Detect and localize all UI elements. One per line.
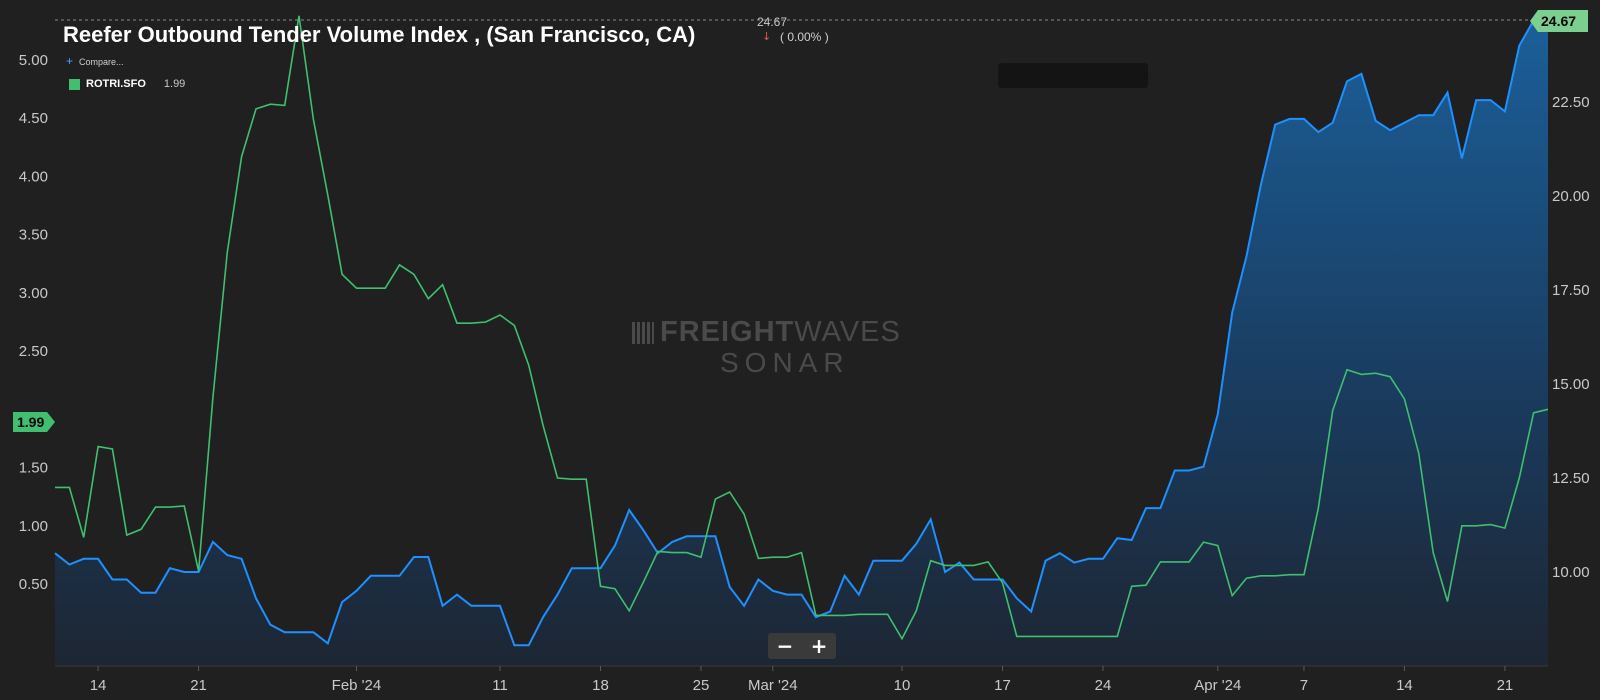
y-left-tick-label: 1.50 xyxy=(19,460,48,477)
y-right-tick-label: 12.50 xyxy=(1552,470,1590,487)
chart-title: Reefer Outbound Tender Volume Index , (S… xyxy=(63,22,696,47)
zoom-out-button[interactable]: − xyxy=(776,634,794,658)
x-tick-label: 11 xyxy=(492,677,508,694)
compare-button[interactable]: + Compare... xyxy=(66,54,124,68)
x-tick-label: 10 xyxy=(894,677,911,694)
x-tick-label: 17 xyxy=(994,677,1011,694)
y-axis-left: 0.50 1.00 1.50 2.50 3.00 3.50 4.00 4.50 5.00 xyxy=(19,52,48,593)
sonar-watermark: SONAR xyxy=(720,347,850,378)
y-right-tick-label: 17.50 xyxy=(1552,282,1590,299)
x-axis: 14 21 Feb '24 11 18 25 Mar '24 10 17 24 Apr '24 7 14… xyxy=(90,666,1514,694)
x-tick-label: 7 xyxy=(1300,677,1308,694)
x-tick-label: Mar '24 xyxy=(748,677,798,694)
y-left-tick-label: 2.50 xyxy=(19,343,48,360)
left-axis-current-value-tag: 1.99 xyxy=(13,412,55,432)
y-right-tick-label: 22.50 xyxy=(1552,94,1590,111)
right-axis-current-value-tag: 24.67 xyxy=(1530,10,1588,32)
y-left-tick-label: 3.50 xyxy=(19,227,48,244)
right-tag-value: 24.67 xyxy=(1541,13,1577,29)
y-left-tick-label: 1.00 xyxy=(19,518,48,535)
legend-item-rotri-sfo[interactable]: ROTRI.SFO 1.99 xyxy=(69,77,185,91)
zoom-controls: − + xyxy=(768,633,836,659)
redacted-box xyxy=(998,63,1148,88)
y-left-tick-label: 5.00 xyxy=(19,52,48,69)
series-line-tender-volume-index xyxy=(54,19,1548,647)
x-tick-label: 24 xyxy=(1095,677,1112,694)
x-tick-label: 21 xyxy=(1497,677,1514,694)
y-axis-right: 10.00 12.50 15.00 17.50 20.00 22.50 xyxy=(1552,94,1590,581)
y-right-tick-label: 15.00 xyxy=(1552,376,1590,393)
left-tag-value: 1.99 xyxy=(17,414,45,430)
legend-series-name: ROTRI.SFO xyxy=(86,78,146,90)
x-tick-label: 18 xyxy=(592,677,609,694)
y-left-tick-label: 4.00 xyxy=(19,168,48,185)
x-tick-label: 25 xyxy=(693,677,710,694)
x-tick-label: Feb '24 xyxy=(332,677,382,694)
series-line-rotri-sfo xyxy=(55,15,1549,641)
x-tick-label: 14 xyxy=(1396,677,1413,694)
x-tick-label: 14 xyxy=(90,677,107,694)
zoom-in-button[interactable]: + xyxy=(810,634,828,658)
change-percent: ( 0.00% ) xyxy=(780,30,829,44)
last-value: 24.67 xyxy=(757,15,788,29)
y-left-tick-label: 0.50 xyxy=(19,576,48,593)
x-tick-label: Apr '24 xyxy=(1194,677,1241,694)
series-area-fill xyxy=(55,20,1548,666)
x-tick-label: 21 xyxy=(190,677,207,694)
y-left-tick-label: 3.00 xyxy=(19,285,48,302)
legend-series-value: 1.99 xyxy=(163,78,186,90)
legend-swatch xyxy=(69,78,80,90)
watermark-thin-text: WAVES xyxy=(794,316,901,348)
plus-icon: + xyxy=(66,54,74,68)
freightwaves-logo-icon xyxy=(632,321,654,344)
y-right-tick-label: 10.00 xyxy=(1552,564,1590,581)
freightwaves-watermark: FREIGHT WAVES xyxy=(632,316,901,349)
watermark-bold-text: FREIGHT xyxy=(660,316,795,348)
y-right-tick-label: 20.00 xyxy=(1552,188,1590,205)
down-arrow-icon: ↓ xyxy=(762,30,772,43)
compare-label: Compare... xyxy=(79,57,124,67)
y-left-tick-label: 4.50 xyxy=(19,110,48,127)
